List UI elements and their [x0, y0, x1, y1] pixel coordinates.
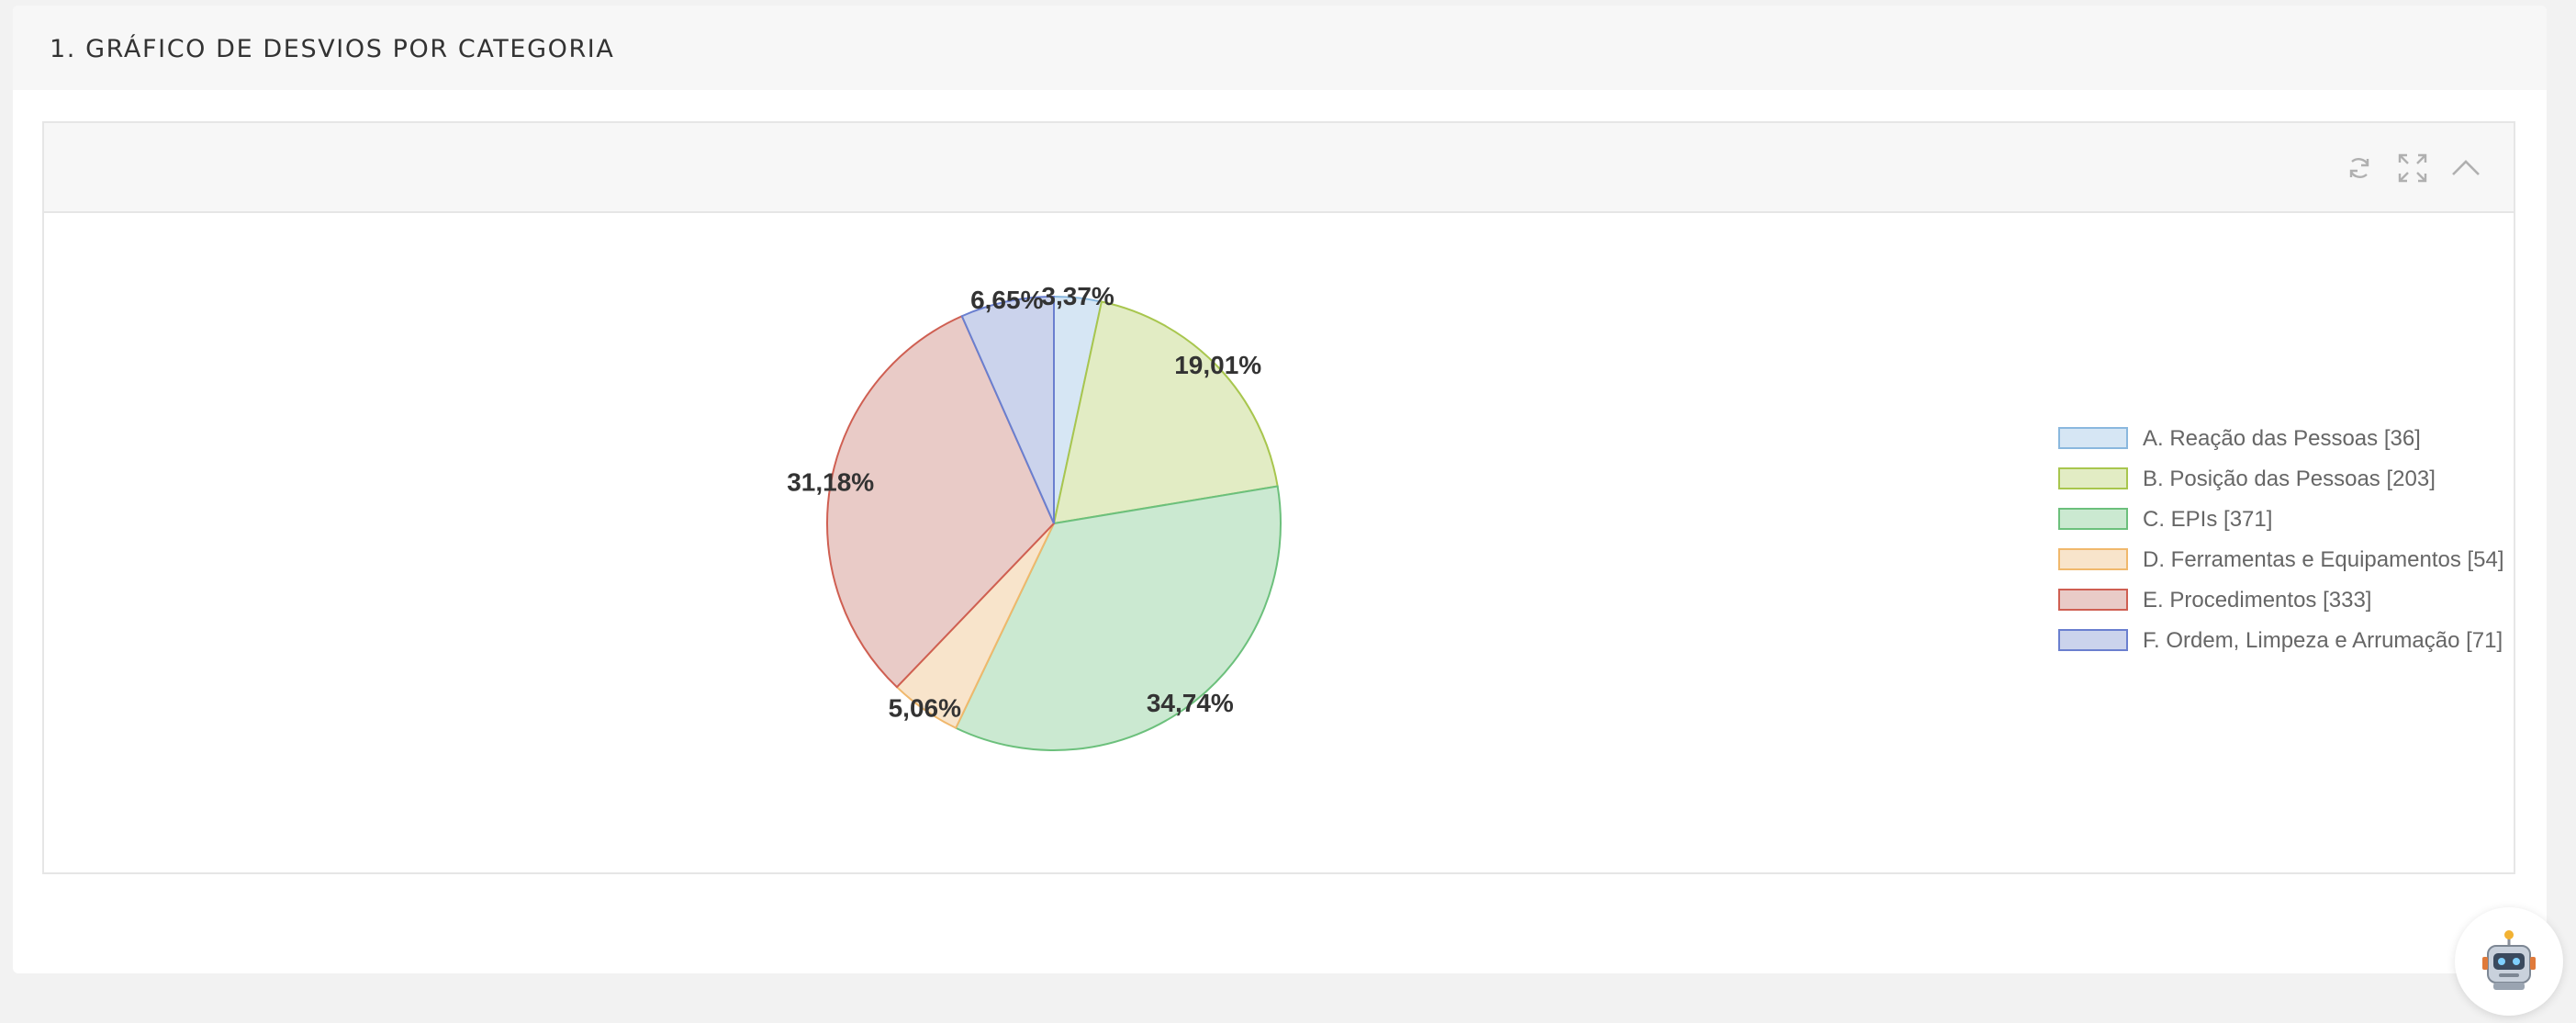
legend-label: E. Procedimentos [333] — [2143, 588, 2372, 613]
pie-data-label: 6,65% — [970, 286, 1043, 314]
pie-data-label: 31,18% — [787, 468, 874, 497]
legend-swatch — [2058, 548, 2128, 570]
section-title: 1. GRÁFICO DE DESVIOS POR CATEGORIA — [50, 35, 615, 63]
pie-chart: 3,37% 19,01% 34,74% 5,06% 31,18% 6,65% — [787, 282, 1282, 751]
pie-slice[interactable] — [826, 314, 1056, 689]
collapse-icon[interactable] — [2449, 152, 2482, 185]
legend-swatch — [2058, 629, 2128, 651]
legend-swatch — [2058, 467, 2128, 489]
pie-slice[interactable] — [1052, 300, 1279, 525]
pie-data-label: 19,01% — [1174, 351, 1261, 379]
legend-swatch — [2058, 508, 2128, 530]
refresh-icon[interactable] — [2343, 152, 2376, 185]
pie-data-label: 3,37% — [1041, 282, 1114, 310]
chart-panel: 3,37% 19,01% 34,74% 5,06% 31,18% 6,65% A. Rea… — [42, 121, 2515, 874]
pie-data-label: 5,06% — [889, 693, 961, 722]
legend-swatch — [2058, 427, 2128, 449]
pie-slice[interactable] — [954, 485, 1282, 751]
chart-card: 1. GRÁFICO DE DESVIOS POR CATEGORIA — [13, 6, 2547, 973]
legend-swatch — [2058, 589, 2128, 611]
legend-label: C. EPIs [371] — [2143, 507, 2273, 532]
robot-icon — [2482, 930, 2536, 990]
assistant-button[interactable] — [2455, 907, 2563, 1016]
pie-data-label: 34,74% — [1147, 689, 1234, 717]
legend-label: D. Ferramentas e Equipamentos [54] — [2143, 547, 2504, 572]
pie-slice[interactable] — [960, 295, 1055, 524]
legend-label: A. Reação das Pessoas [36] — [2143, 426, 2421, 451]
panel-toolbar — [44, 123, 2514, 213]
legend-label: B. Posição das Pessoas [203] — [2143, 467, 2436, 491]
card-header: 1. GRÁFICO DE DESVIOS POR CATEGORIA — [13, 6, 2547, 90]
expand-icon[interactable] — [2396, 152, 2429, 185]
legend-label: F. Ordem, Limpeza e Arrumação [71] — [2143, 628, 2503, 653]
